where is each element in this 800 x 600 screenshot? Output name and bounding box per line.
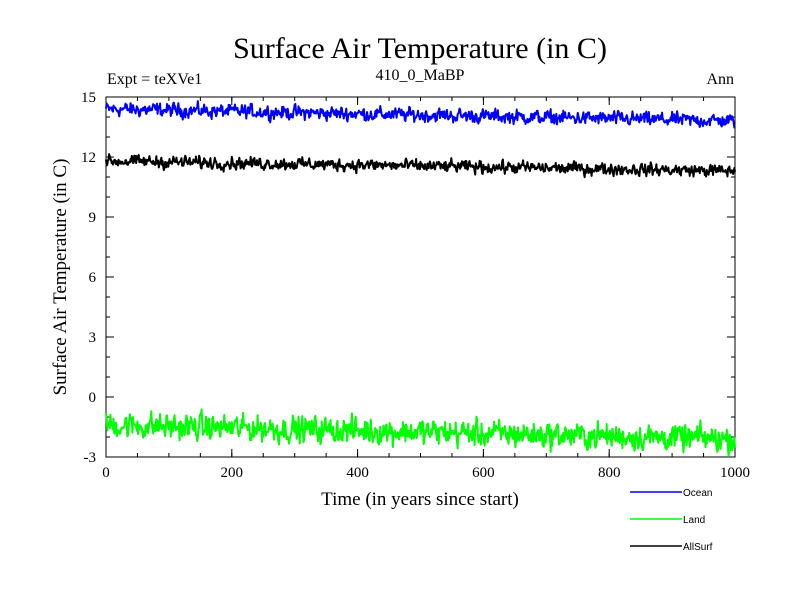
legend-label-allsurf: AllSurf bbox=[683, 542, 713, 553]
x-tick-label: 0 bbox=[102, 465, 110, 481]
experiment-label: Expt = teXVe1 bbox=[107, 71, 202, 88]
series-line-land bbox=[105, 408, 736, 457]
plot-frame bbox=[105, 96, 736, 458]
x-tick-labels: 0 200 400 600 800 1000 bbox=[102, 465, 750, 481]
legend-label-land: Land bbox=[683, 515, 705, 526]
minor-ticks bbox=[105, 96, 736, 458]
y-tick-label: 15 bbox=[81, 90, 96, 106]
series-line-ocean bbox=[105, 100, 736, 129]
x-tick-label: 400 bbox=[346, 465, 369, 481]
y-tick-label: 9 bbox=[89, 210, 97, 226]
y-tick-label: 12 bbox=[81, 150, 96, 166]
legend: Ocean Land AllSurf bbox=[630, 488, 713, 553]
x-tick-label: 1000 bbox=[720, 465, 750, 481]
x-tick-label: 200 bbox=[221, 465, 244, 481]
y-axis-label: Surface Air Temperature (in C) bbox=[50, 159, 71, 396]
y-tick-label: -3 bbox=[84, 450, 97, 466]
period-label: 410_0_MaBP bbox=[376, 67, 465, 84]
series-lines bbox=[105, 100, 736, 457]
x-axis-label: Time (in years since start) bbox=[321, 489, 519, 510]
x-tick-label: 800 bbox=[598, 465, 621, 481]
y-tick-label: 6 bbox=[89, 270, 97, 286]
series-line-allsurf bbox=[105, 153, 736, 179]
y-tick-label: 0 bbox=[89, 390, 97, 406]
y-tick-labels: -3 0 3 6 9 12 15 bbox=[81, 90, 97, 466]
plot-area bbox=[105, 96, 736, 458]
chart-title: Surface Air Temperature (in C) bbox=[233, 32, 607, 65]
season-label: Ann bbox=[706, 71, 734, 88]
y-tick-label: 3 bbox=[89, 330, 97, 346]
x-tick-label: 600 bbox=[472, 465, 495, 481]
legend-label-ocean: Ocean bbox=[683, 488, 712, 499]
major-ticks bbox=[105, 96, 736, 458]
